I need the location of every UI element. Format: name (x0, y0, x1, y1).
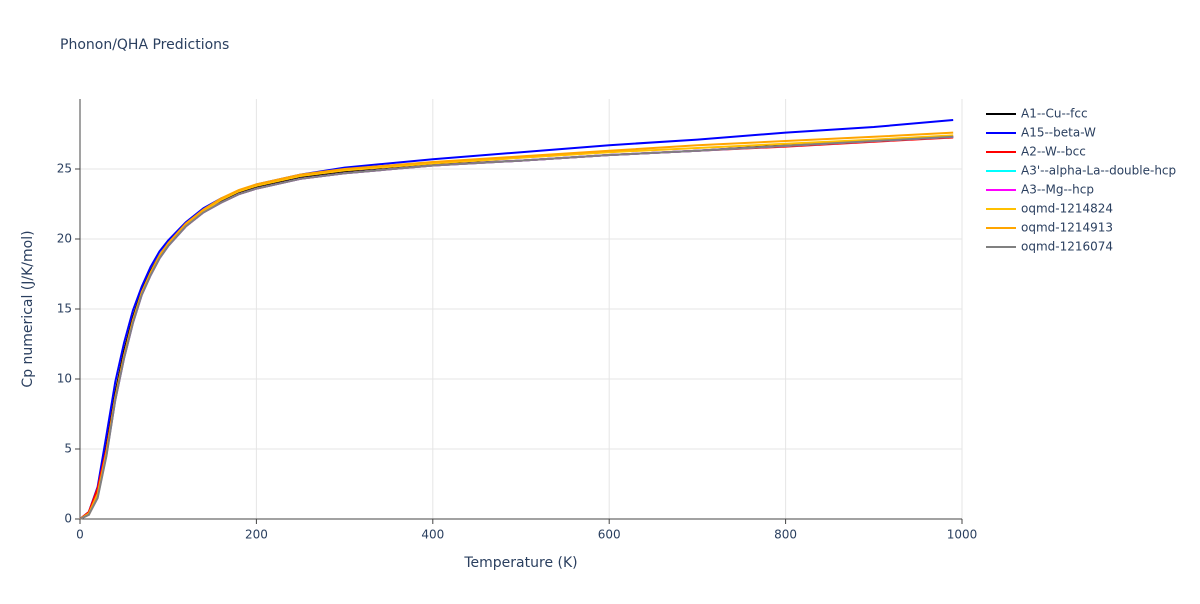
legend-label: oqmd-1216074 (1021, 240, 1113, 254)
chart-title: Phonon/QHA Predictions (60, 37, 229, 53)
x-axis-label: Temperature (K) (463, 555, 577, 571)
legend-label: A3--Mg--hcp (1021, 183, 1094, 197)
y-tick-label: 25 (57, 162, 72, 176)
x-tick-label: 600 (598, 528, 621, 542)
x-tick-label: 0 (76, 528, 84, 542)
y-tick-label: 15 (57, 302, 72, 316)
series-line (79, 135, 954, 520)
x-tick-label: 400 (421, 528, 444, 542)
legend-label: A3'--alpha-La--double-hcp (1021, 164, 1176, 178)
series-line (79, 135, 954, 520)
x-tick-label: 200 (245, 528, 268, 542)
y-tick-label: 20 (57, 232, 72, 246)
legend-label: A2--W--bcc (1021, 145, 1086, 159)
y-axis-label: Cp numerical (J/K/mol) (20, 230, 36, 387)
legend-label: A15--beta-W (1021, 126, 1096, 140)
legend-label: oqmd-1214824 (1021, 202, 1113, 216)
series-line (79, 136, 954, 520)
series-line (79, 134, 954, 520)
series-line (79, 119, 954, 520)
y-tick-label: 10 (57, 372, 72, 386)
x-tick-label: 1000 (947, 528, 978, 542)
y-tick-label: 5 (64, 442, 72, 456)
legend-label: A1--Cu--fcc (1021, 107, 1088, 121)
y-tick-label: 0 (64, 512, 72, 526)
x-tick-label: 800 (774, 528, 797, 542)
series-line (79, 135, 954, 520)
series-line (79, 131, 954, 520)
series-line (79, 135, 954, 520)
legend-label: oqmd-1214913 (1021, 221, 1113, 235)
